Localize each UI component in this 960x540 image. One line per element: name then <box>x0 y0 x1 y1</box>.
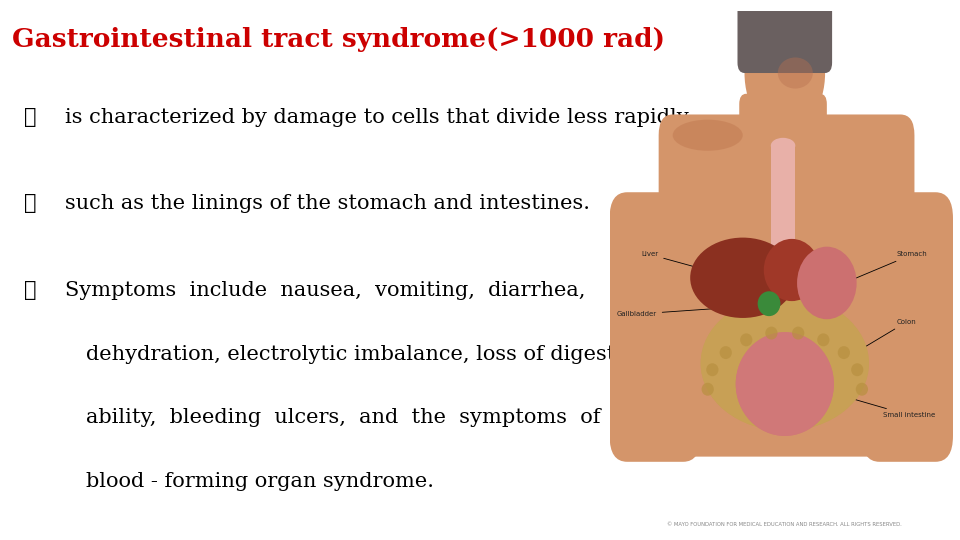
Bar <box>771 146 795 280</box>
Ellipse shape <box>701 296 869 431</box>
Ellipse shape <box>765 327 778 340</box>
Ellipse shape <box>855 383 868 396</box>
Text: Liver: Liver <box>641 252 723 274</box>
Text: © MAYO FOUNDATION FOR MEDICAL EDUCATION AND RESEARCH. ALL RIGHTS RESERVED.: © MAYO FOUNDATION FOR MEDICAL EDUCATION … <box>667 522 902 526</box>
Ellipse shape <box>778 57 813 89</box>
Text: such as the linings of the stomach and intestines.: such as the linings of the stomach and i… <box>65 194 590 213</box>
FancyBboxPatch shape <box>610 192 701 462</box>
Ellipse shape <box>746 392 824 418</box>
Ellipse shape <box>702 383 714 396</box>
Ellipse shape <box>690 238 795 318</box>
Text: dehydration, electrolytic imbalance, loss of digestion: dehydration, electrolytic imbalance, los… <box>86 345 649 363</box>
Text: ❑: ❑ <box>24 194 36 213</box>
Ellipse shape <box>771 138 795 153</box>
Ellipse shape <box>740 333 753 346</box>
FancyBboxPatch shape <box>659 114 915 457</box>
Ellipse shape <box>735 332 834 436</box>
Ellipse shape <box>764 239 820 301</box>
Text: is characterized by damage to cells that divide less rapidly: is characterized by damage to cells that… <box>65 108 689 127</box>
Text: ability,  bleeding  ulcers,  and  the  symptoms  of: ability, bleeding ulcers, and the sympto… <box>86 408 601 427</box>
FancyBboxPatch shape <box>862 192 953 462</box>
Circle shape <box>745 14 825 133</box>
Text: Gallbladder: Gallbladder <box>616 306 761 317</box>
Text: Symptoms  include  nausea,  vomiting,  diarrhea,: Symptoms include nausea, vomiting, diarr… <box>65 281 586 300</box>
Ellipse shape <box>673 120 743 151</box>
Text: ❑: ❑ <box>24 108 36 127</box>
Ellipse shape <box>746 371 824 397</box>
Ellipse shape <box>852 363 863 376</box>
Ellipse shape <box>707 363 718 376</box>
Ellipse shape <box>757 291 780 316</box>
Ellipse shape <box>720 346 732 359</box>
Ellipse shape <box>817 333 829 346</box>
Text: Stomach: Stomach <box>847 252 927 282</box>
FancyBboxPatch shape <box>739 94 827 166</box>
Ellipse shape <box>792 327 804 340</box>
Text: Colon: Colon <box>857 319 917 352</box>
Text: ❑: ❑ <box>24 281 36 300</box>
Ellipse shape <box>746 350 824 376</box>
FancyBboxPatch shape <box>737 0 832 73</box>
Text: Gastrointestinal tract syndrome(>1000 rad): Gastrointestinal tract syndrome(>1000 ra… <box>12 27 664 52</box>
Text: blood - forming organ syndrome.: blood - forming organ syndrome. <box>86 472 434 491</box>
Ellipse shape <box>797 247 856 319</box>
Text: Small intestine: Small intestine <box>840 395 935 418</box>
Ellipse shape <box>838 346 850 359</box>
